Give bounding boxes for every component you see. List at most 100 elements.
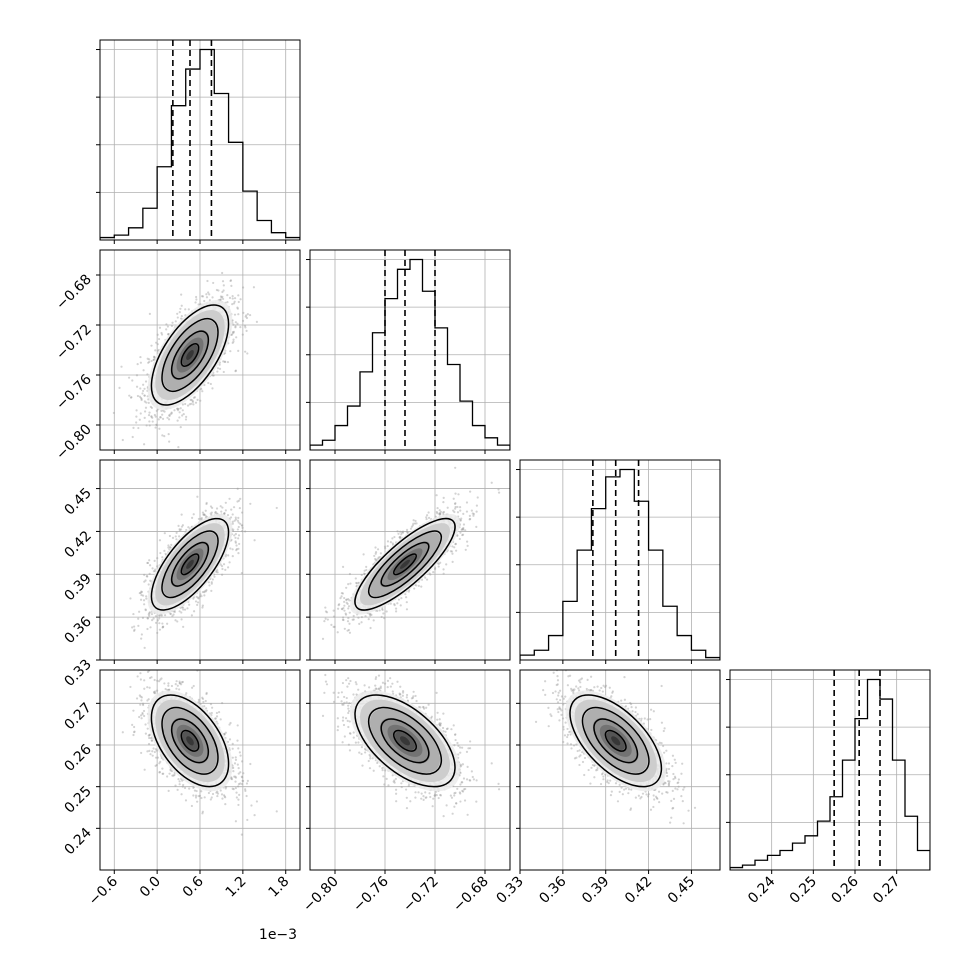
scatter-point — [161, 626, 164, 629]
scatter-point — [163, 614, 167, 617]
scatter-point — [144, 406, 148, 409]
scatter-point — [135, 409, 138, 412]
scatter-point — [224, 501, 227, 504]
contour-1 — [161, 530, 219, 599]
scatter-point — [156, 557, 159, 560]
scatter-point — [216, 367, 220, 370]
scatter-point — [224, 568, 227, 571]
scatter-point — [156, 619, 159, 622]
scatter-point — [205, 501, 208, 505]
scatter-point — [161, 625, 165, 628]
scatter-point — [112, 411, 115, 415]
scatter-point — [158, 614, 161, 617]
scatter-point — [146, 617, 149, 620]
scatter-point — [194, 401, 198, 404]
scatter-point — [211, 374, 215, 377]
scatter-point — [180, 304, 183, 307]
scatter-point — [181, 524, 184, 527]
scatter-point — [204, 509, 207, 512]
scatter-point — [141, 616, 145, 619]
scatter-point — [200, 388, 203, 391]
scatter-point — [146, 575, 149, 578]
scatter-point — [253, 539, 256, 542]
scatter-point — [180, 513, 183, 516]
scatter-point — [153, 356, 156, 359]
scatter-point — [336, 607, 340, 610]
scatter-point — [220, 510, 223, 513]
scatter-point — [234, 516, 237, 519]
scatter-point — [381, 607, 384, 611]
scatter-point — [145, 595, 148, 598]
scatter-point — [230, 508, 233, 511]
scatter-point — [209, 512, 212, 515]
scatter-point — [187, 526, 190, 529]
scatter-point — [369, 614, 372, 617]
scatter-point — [405, 596, 408, 599]
scatter-point — [244, 350, 247, 353]
scatter-point — [168, 546, 172, 549]
scatter-point — [222, 297, 225, 301]
scatter-point — [145, 401, 148, 404]
scatter-point — [212, 281, 215, 285]
scatter-point — [189, 398, 192, 401]
panel-content — [310, 250, 510, 450]
panel-content — [310, 460, 510, 660]
scatter-point — [190, 614, 193, 617]
scatter-point — [221, 280, 225, 283]
scatter-point — [147, 583, 150, 586]
scatter-point — [218, 363, 221, 366]
histogram-1 — [310, 258, 510, 450]
scatter-point — [237, 300, 240, 304]
scatter-point — [207, 381, 210, 385]
scatter-point — [151, 416, 154, 419]
scatter-point — [201, 590, 204, 594]
scatter-point — [239, 326, 242, 329]
scatter-point — [252, 286, 256, 289]
scatter-point — [132, 612, 135, 616]
scatter-point — [133, 629, 136, 632]
scatter-point — [230, 333, 234, 336]
scatter-point — [201, 511, 205, 514]
scatter-point — [156, 333, 159, 336]
scatter-point — [237, 294, 240, 297]
scatter-point — [237, 525, 240, 529]
scatter-point — [166, 416, 169, 419]
scatter-point — [227, 566, 230, 569]
scatter-point — [347, 583, 350, 586]
scatter-point — [222, 563, 226, 566]
scatter-point — [178, 529, 181, 532]
scatter-point — [131, 435, 134, 439]
scatter-point — [188, 603, 191, 606]
scatter-point — [232, 340, 235, 343]
scatter-point — [215, 570, 218, 574]
scatter-point — [176, 620, 179, 623]
scatter-point — [230, 333, 233, 337]
scatter-point — [181, 403, 185, 406]
scatter-point — [237, 313, 240, 316]
scatter-point — [459, 509, 462, 512]
scatter-point — [223, 360, 226, 363]
scatter-point — [192, 610, 196, 613]
scatter-point — [438, 509, 441, 512]
scatter-point — [180, 315, 183, 318]
scatter-point — [401, 530, 405, 533]
scatter-point — [153, 570, 157, 573]
scatter-point — [168, 534, 172, 538]
scatter-point — [178, 411, 181, 414]
scatter-point — [154, 426, 157, 429]
scatter-point — [219, 295, 223, 298]
scatter-point — [219, 505, 222, 508]
scatter-point — [201, 295, 205, 298]
scatter-point — [165, 328, 168, 331]
scatter-point — [159, 416, 162, 419]
scatter-point — [161, 417, 165, 421]
panel-content — [100, 250, 300, 450]
scatter-point — [147, 398, 150, 401]
scatter-point — [237, 349, 240, 352]
panels-layer: −0.80−0.76−0.72−0.680.330.360.390.420.45… — [53, 39, 931, 915]
scatter-point — [148, 611, 151, 614]
scatter-point — [231, 303, 234, 306]
scatter-point — [238, 542, 241, 546]
scatter-point — [152, 617, 155, 620]
